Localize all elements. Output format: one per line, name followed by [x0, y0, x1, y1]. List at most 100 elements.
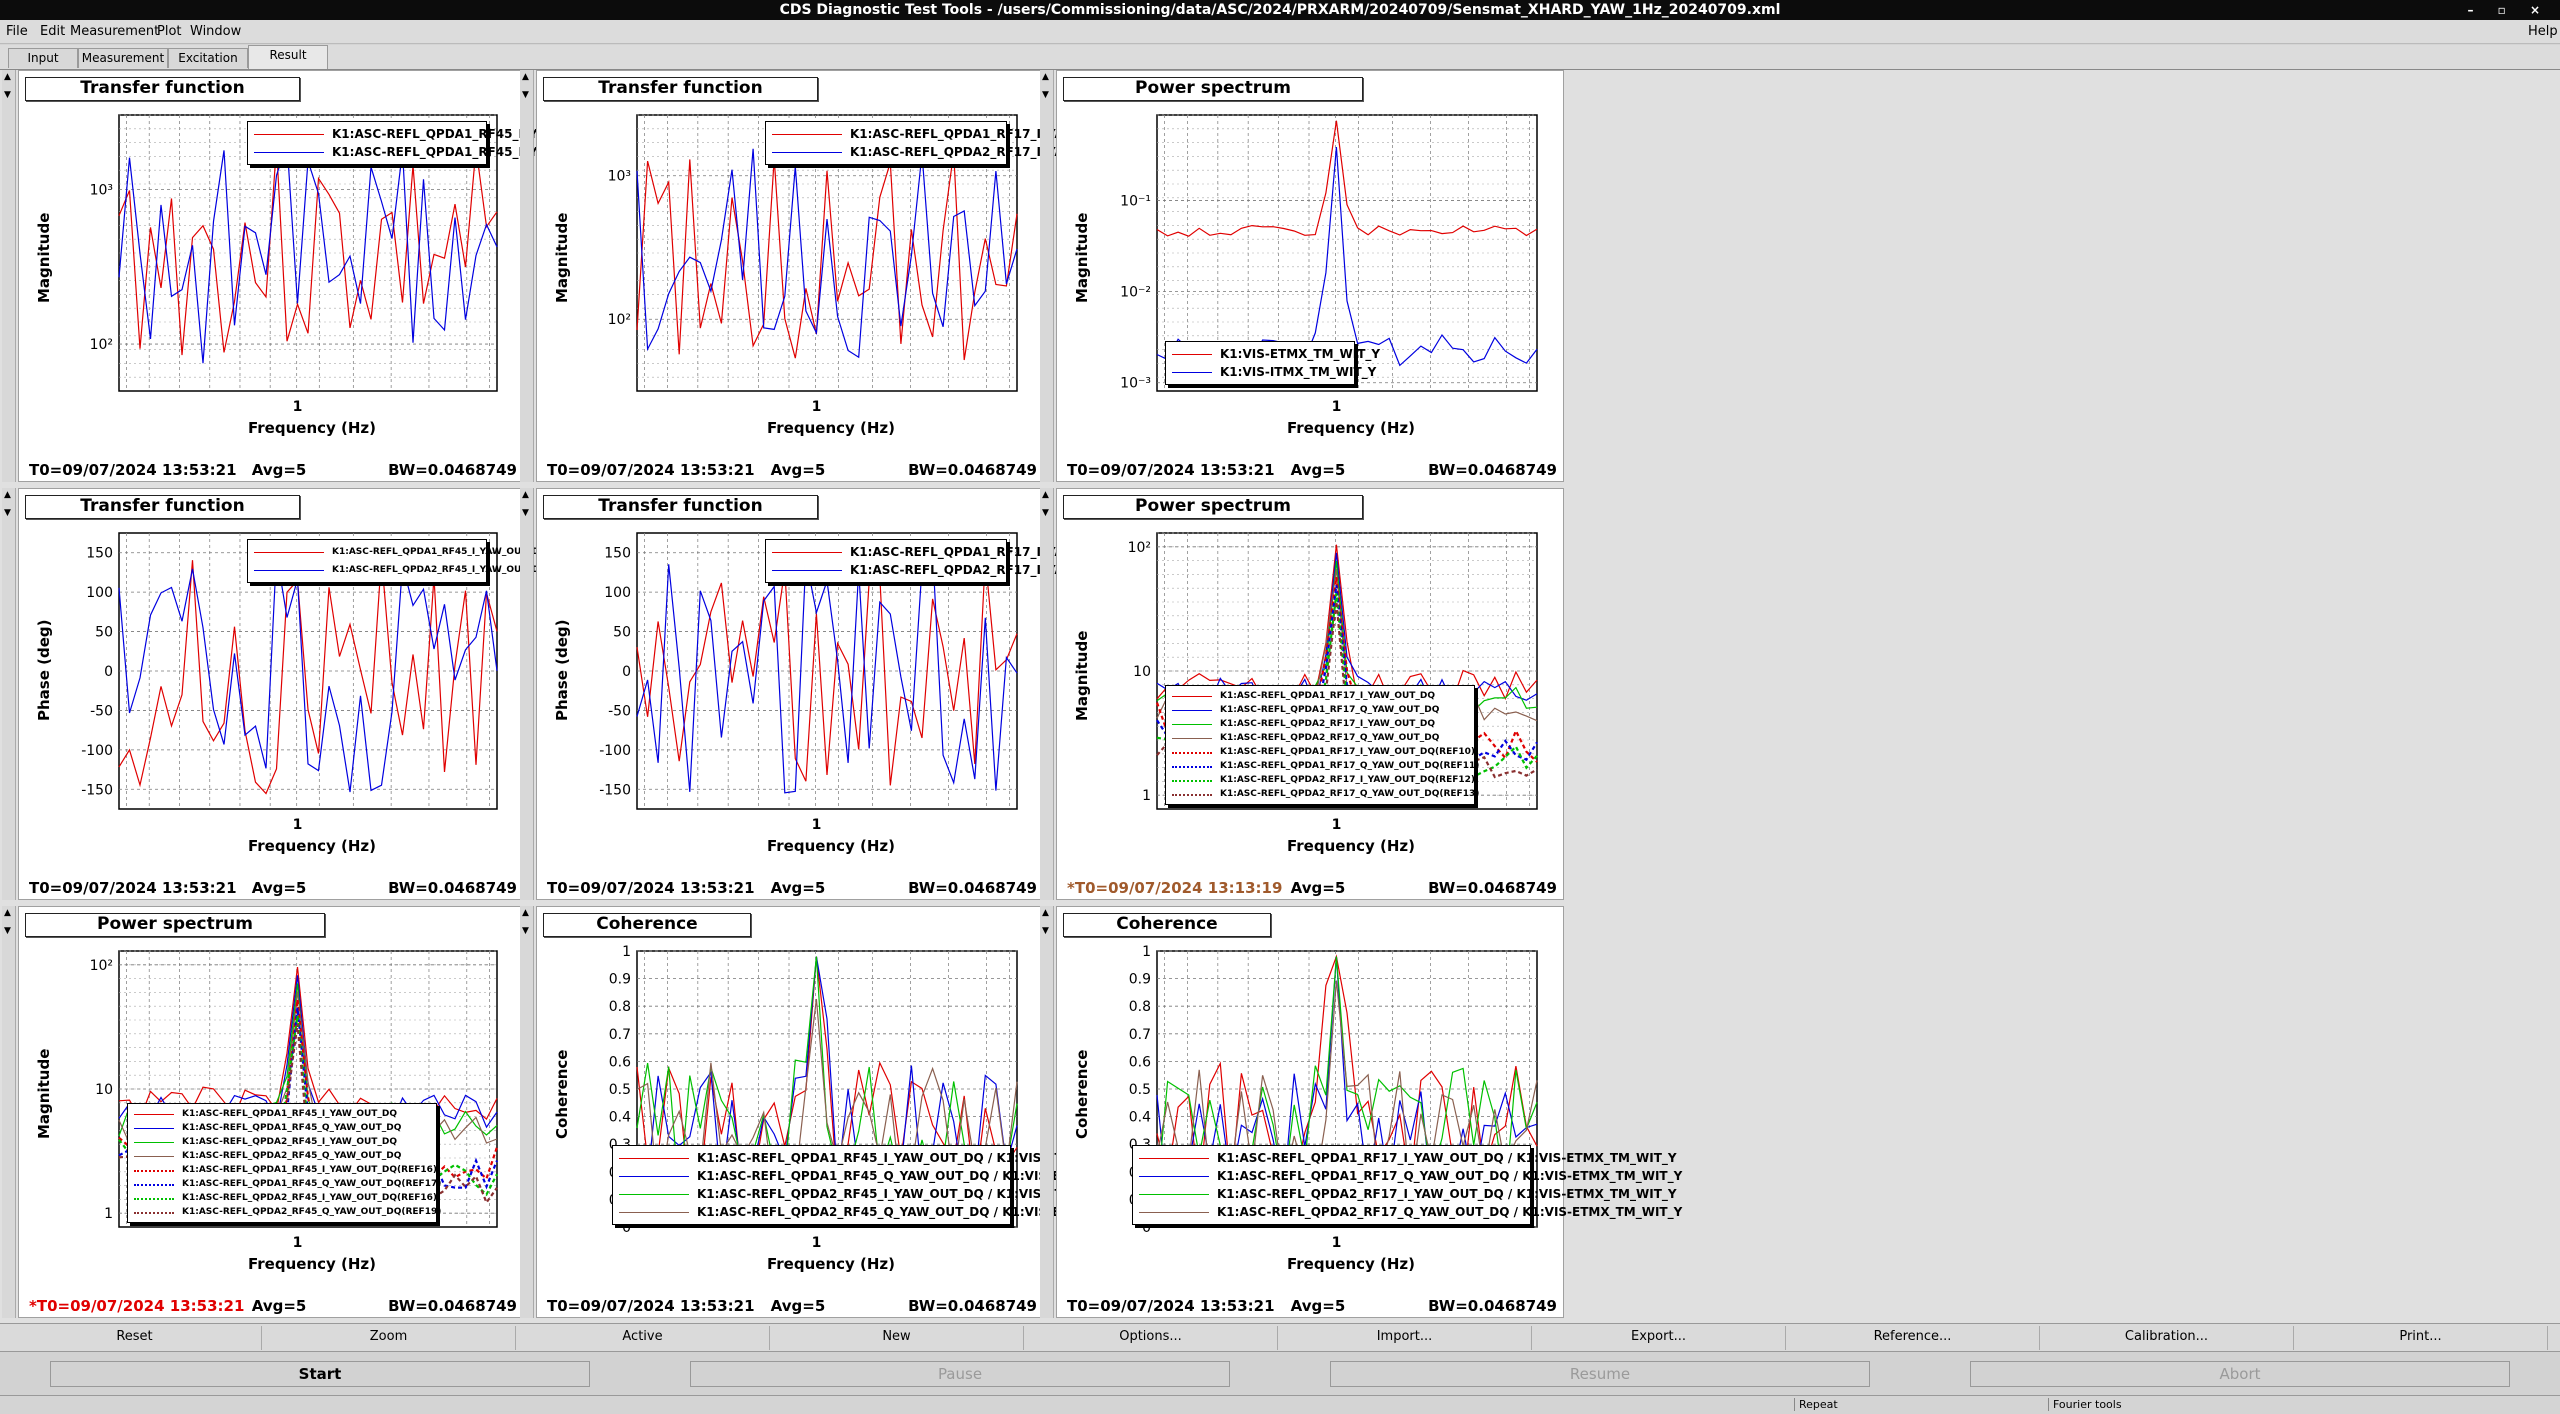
- btn-reference[interactable]: Reference...: [1786, 1326, 2040, 1350]
- panel-scrollbar[interactable]: ▲ ▼: [1040, 70, 1054, 482]
- btn-reset[interactable]: Reset: [8, 1326, 262, 1350]
- legend-label: K1:ASC-REFL_QPDA2_RF45_Q_YAW_OUT_DQ(REF1…: [182, 1206, 442, 1217]
- y-tick-label: 1: [1142, 788, 1151, 804]
- legend-entry: K1:ASC-REFL_QPDA1_RF17_I_YAW_OUT_DQ(REF1…: [1166, 745, 1475, 759]
- btn-options[interactable]: Options...: [1024, 1326, 1278, 1350]
- tab-input[interactable]: Input: [8, 48, 78, 68]
- plot-panel-8[interactable]: Coherence100.10.20.30.40.50.60.70.80.91F…: [536, 906, 1162, 1318]
- btn-print[interactable]: Print...: [2294, 1326, 2548, 1350]
- scroll-down-icon[interactable]: ▼: [522, 90, 529, 100]
- plot-legend: K1:VIS-ETMX_TM_WIT_Y K1:VIS-ITMX_TM_WIT_Y: [1165, 341, 1380, 385]
- bandwidth: BW=0.0468749: [388, 879, 517, 897]
- btn-new[interactable]: New: [770, 1326, 1024, 1350]
- plot-panel-7[interactable]: Power spectrum 1 10² 10 1 Frequency (Hz) Magni…: [18, 906, 524, 1318]
- legend-entry: K1:ASC-REFL_QPDA1_RF45_I_YAW_OUT_DQ / K1…: [248, 125, 788, 143]
- y-tick-label: 150: [86, 546, 113, 562]
- legend-swatch: [1172, 765, 1212, 768]
- t0-timestamp: T0=09/07/2024 13:53:21: [1067, 1297, 1275, 1315]
- legend-entry: K1:ASC-REFL_QPDA2_RF45_I_YAW_OUT_DQ / K1…: [248, 561, 674, 579]
- legend-label: K1:ASC-REFL_QPDA2_RF17_I_YAW_OUT_DQ / K1…: [1217, 1187, 1677, 1201]
- scroll-down-icon[interactable]: ▼: [522, 926, 529, 936]
- resume-button[interactable]: Resume: [1330, 1361, 1870, 1387]
- y-tick-label: 10³: [90, 183, 113, 199]
- window-controls[interactable]: – ▫ ×: [2467, 3, 2550, 17]
- plot-panel-3[interactable]: Power spectrum 1 10⁻¹ 10⁻² 10⁻³ Frequency (Hz…: [1056, 70, 1564, 482]
- panel-scrollbar[interactable]: ▲ ▼: [1040, 488, 1054, 900]
- panel-scrollbar[interactable]: ▲ ▼: [520, 906, 534, 1318]
- legend-entry: K1:ASC-REFL_QPDA2_RF17_I_YAW_OUT_DQ / K1…: [1133, 1185, 1677, 1203]
- menu-file[interactable]: File: [6, 24, 28, 39]
- plot-panel-5[interactable]: Transfer function 1 150 100 50 0 -50 -100 -150 Fr…: [536, 488, 1306, 900]
- scroll-up-icon[interactable]: ▲: [522, 72, 529, 82]
- trace-line: [636, 956, 1018, 1198]
- panel-scrollbar[interactable]: ▲ ▼: [2, 70, 16, 482]
- scroll-down-icon[interactable]: ▼: [1042, 90, 1049, 100]
- pause-button[interactable]: Pause: [690, 1361, 1230, 1387]
- t0-timestamp: *T0=09/07/2024 13:53:21: [29, 1297, 245, 1315]
- y-tick-label: 0.4: [1129, 1110, 1151, 1126]
- plot-panel-9[interactable]: Coherence100.10.20.30.40.50.60.70.80.91F…: [1056, 906, 1682, 1318]
- plot-legend: K1:ASC-REFL_QPDA1_RF45_I_YAW_OUT_DQ / K1…: [247, 539, 674, 583]
- tab-measurement[interactable]: Measurement: [78, 48, 168, 68]
- tab-excitation[interactable]: Excitation: [168, 48, 248, 68]
- y-tick-label: 50: [613, 625, 631, 641]
- plot-title: Transfer function: [25, 495, 300, 519]
- y-tick-label: 50: [95, 625, 113, 641]
- y-tick-label: 0.8: [609, 999, 631, 1015]
- scroll-up-icon[interactable]: ▲: [4, 908, 11, 918]
- scroll-down-icon[interactable]: ▼: [522, 508, 529, 518]
- plot-panel-2[interactable]: Transfer function 1 10³ 10² Frequency (Hz) Ma…: [536, 70, 1306, 482]
- scroll-down-icon[interactable]: ▼: [1042, 508, 1049, 518]
- legend-entry: K1:ASC-REFL_QPDA1_RF45_I_YAW_OUT_DQ / K1…: [248, 543, 674, 561]
- menu-plot[interactable]: Plot: [157, 24, 182, 39]
- y-tick-label: -150: [599, 782, 631, 798]
- tab-bar: Input Measurement Excitation Result: [0, 45, 2560, 69]
- legend-swatch: [1172, 372, 1212, 373]
- abort-button[interactable]: Abort: [1970, 1361, 2510, 1387]
- scroll-down-icon[interactable]: ▼: [4, 926, 11, 936]
- plot-footer: T0=09/07/2024 13:53:21 Avg=5 BW=0.0468749: [19, 461, 525, 481]
- scroll-up-icon[interactable]: ▲: [1042, 490, 1049, 500]
- y-tick-label: 100: [604, 585, 631, 601]
- status-fourier-tools: Fourier tools: [2048, 1398, 2122, 1411]
- scroll-up-icon[interactable]: ▲: [522, 490, 529, 500]
- panel-scrollbar[interactable]: ▲ ▼: [520, 70, 534, 482]
- menu-measurement[interactable]: Measurement: [70, 24, 160, 39]
- btn-active[interactable]: Active: [516, 1326, 770, 1350]
- btn-import[interactable]: Import...: [1278, 1326, 1532, 1350]
- scroll-up-icon[interactable]: ▲: [4, 72, 11, 82]
- scroll-up-icon[interactable]: ▲: [1042, 72, 1049, 82]
- legend-entry: K1:ASC-REFL_QPDA2_RF17_Q_YAW_OUT_DQ(REF1…: [1166, 787, 1479, 801]
- tab-result[interactable]: Result: [248, 45, 328, 69]
- scroll-down-icon[interactable]: ▼: [4, 90, 11, 100]
- plot-footer: T0=09/07/2024 13:53:21 Avg=5 BW=0.0468749: [19, 879, 525, 899]
- menu-edit[interactable]: Edit: [40, 24, 66, 39]
- panel-scrollbar[interactable]: ▲ ▼: [520, 488, 534, 900]
- menu-window[interactable]: Window: [190, 24, 242, 39]
- btn-zoom[interactable]: Zoom: [262, 1326, 516, 1350]
- bandwidth: BW=0.0468749: [1428, 879, 1557, 897]
- btn-calibration[interactable]: Calibration...: [2040, 1326, 2294, 1350]
- scroll-up-icon[interactable]: ▲: [1042, 908, 1049, 918]
- legend-entry: K1:ASC-REFL_QPDA1_RF45_Q_YAW_OUT_DQ: [128, 1121, 436, 1135]
- t0-timestamp: T0=09/07/2024 13:53:21: [547, 461, 755, 479]
- avg-count: Avg=5: [770, 461, 826, 479]
- plot-panel-4[interactable]: Transfer function 1 150 100 50 0 -50 -100 -150 Fr…: [18, 488, 674, 900]
- plot-title: Coherence: [1063, 913, 1271, 937]
- plot-legend: K1:ASC-REFL_QPDA1_RF17_I_YAW_OUT_DQ K1:AS…: [1165, 684, 1479, 805]
- scroll-down-icon[interactable]: ▼: [4, 508, 11, 518]
- scroll-down-icon[interactable]: ▼: [1042, 926, 1049, 936]
- panel-scrollbar[interactable]: ▲ ▼: [1040, 906, 1054, 1318]
- legend-entry: K1:ASC-REFL_QPDA2_RF45_Q_YAW_OUT_DQ(REF1…: [128, 1205, 441, 1219]
- scroll-up-icon[interactable]: ▲: [4, 490, 11, 500]
- plot-panel-6[interactable]: Power spectrum 1 10² 10 1 Frequency (Hz) Magni…: [1056, 488, 1564, 900]
- legend-swatch: [1172, 737, 1212, 739]
- legend-entry: K1:ASC-REFL_QPDA1_RF17_I_YAW_OUT_DQ: [1166, 689, 1474, 703]
- plot-panel-1[interactable]: Transfer function 1 10³ 10² Frequency (Hz) Ma…: [18, 70, 788, 482]
- btn-export[interactable]: Export...: [1532, 1326, 1786, 1350]
- scroll-up-icon[interactable]: ▲: [522, 908, 529, 918]
- panel-scrollbar[interactable]: ▲ ▼: [2, 488, 16, 900]
- menu-help[interactable]: Help: [2528, 24, 2558, 39]
- panel-scrollbar[interactable]: ▲ ▼: [2, 906, 16, 1318]
- start-button[interactable]: Start: [50, 1361, 590, 1387]
